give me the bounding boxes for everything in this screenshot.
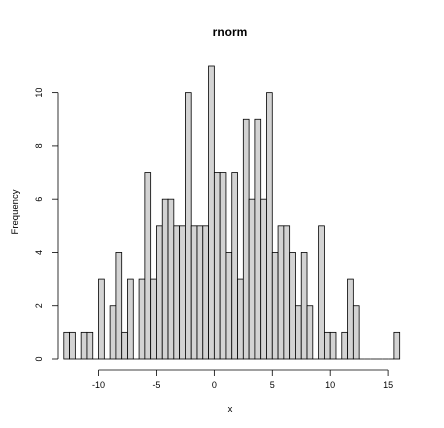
histogram-bar: [138, 278, 146, 360]
histogram-bar: [283, 225, 291, 360]
histogram-bar: [237, 278, 244, 360]
x-axis: -10 -5 0 5 10 15: [92, 369, 393, 390]
histogram-bar: [185, 92, 192, 360]
y-axis-label: Frequency: [10, 189, 21, 234]
x-tick-label: 5: [270, 380, 275, 390]
x-tick-label: -10: [92, 380, 105, 390]
histogram-bar: [109, 305, 117, 360]
histogram-bar: [86, 331, 94, 360]
histogram-bar: [254, 118, 262, 360]
histogram-bar: [190, 225, 198, 360]
histogram-bar: [219, 172, 227, 360]
histogram-bar: [213, 172, 221, 360]
histogram-bar: [341, 331, 348, 360]
histogram-bar: [167, 198, 175, 360]
histogram-bar: [323, 331, 331, 360]
y-tick-label: 4: [34, 250, 44, 255]
histogram-bar: [150, 278, 157, 360]
histogram-bar: [208, 65, 215, 360]
histogram-bar: [121, 331, 128, 360]
histogram-bar: [202, 225, 209, 360]
x-axis-label: x: [228, 404, 233, 415]
histogram-bar: [329, 331, 337, 360]
histogram-bar: [69, 331, 76, 360]
histogram-bar: [266, 92, 273, 360]
histogram-bar: [144, 172, 152, 360]
histogram-bar: [248, 198, 256, 360]
bars-group: [63, 65, 401, 360]
histogram-bar: [161, 198, 169, 360]
y-tick-label: 10: [34, 88, 44, 98]
histogram-bar: [127, 278, 134, 360]
histogram-bar: [352, 305, 360, 360]
histogram-bar: [347, 278, 354, 360]
y-tick-label: 2: [34, 303, 44, 308]
histogram-bar: [196, 225, 204, 360]
histogram-bar: [295, 305, 302, 360]
histogram-bar: [179, 225, 186, 360]
y-tick-label: 8: [34, 143, 44, 148]
histogram-bar: [231, 172, 238, 360]
histogram-bar: [260, 198, 267, 360]
histogram-bar: [80, 331, 88, 360]
chart-title: rnorm: [213, 25, 248, 39]
histogram-bar: [271, 252, 279, 360]
x-tick-label: -5: [152, 380, 160, 390]
histogram-bar: [242, 118, 250, 360]
histogram-bar: [289, 252, 296, 360]
histogram-bar: [318, 225, 325, 360]
histogram-bar: [393, 331, 401, 360]
x-tick-label: 10: [325, 380, 335, 390]
histogram-bar: [173, 225, 181, 360]
histogram-bar: [300, 252, 308, 360]
histogram-bar: [63, 331, 70, 360]
histogram-bar: [225, 252, 233, 360]
y-tick-label: 6: [34, 197, 44, 202]
x-tick-label: 15: [383, 380, 393, 390]
histogram-bar: [115, 252, 123, 360]
y-axis: 0 2 4 6 8 10: [34, 88, 59, 362]
histogram-bar: [277, 225, 285, 360]
x-tick-label: 0: [212, 380, 217, 390]
histogram-bar: [306, 305, 314, 360]
histogram-bar: [156, 225, 163, 360]
histogram-bar: [98, 278, 105, 360]
y-tick-label: 0: [34, 356, 44, 361]
